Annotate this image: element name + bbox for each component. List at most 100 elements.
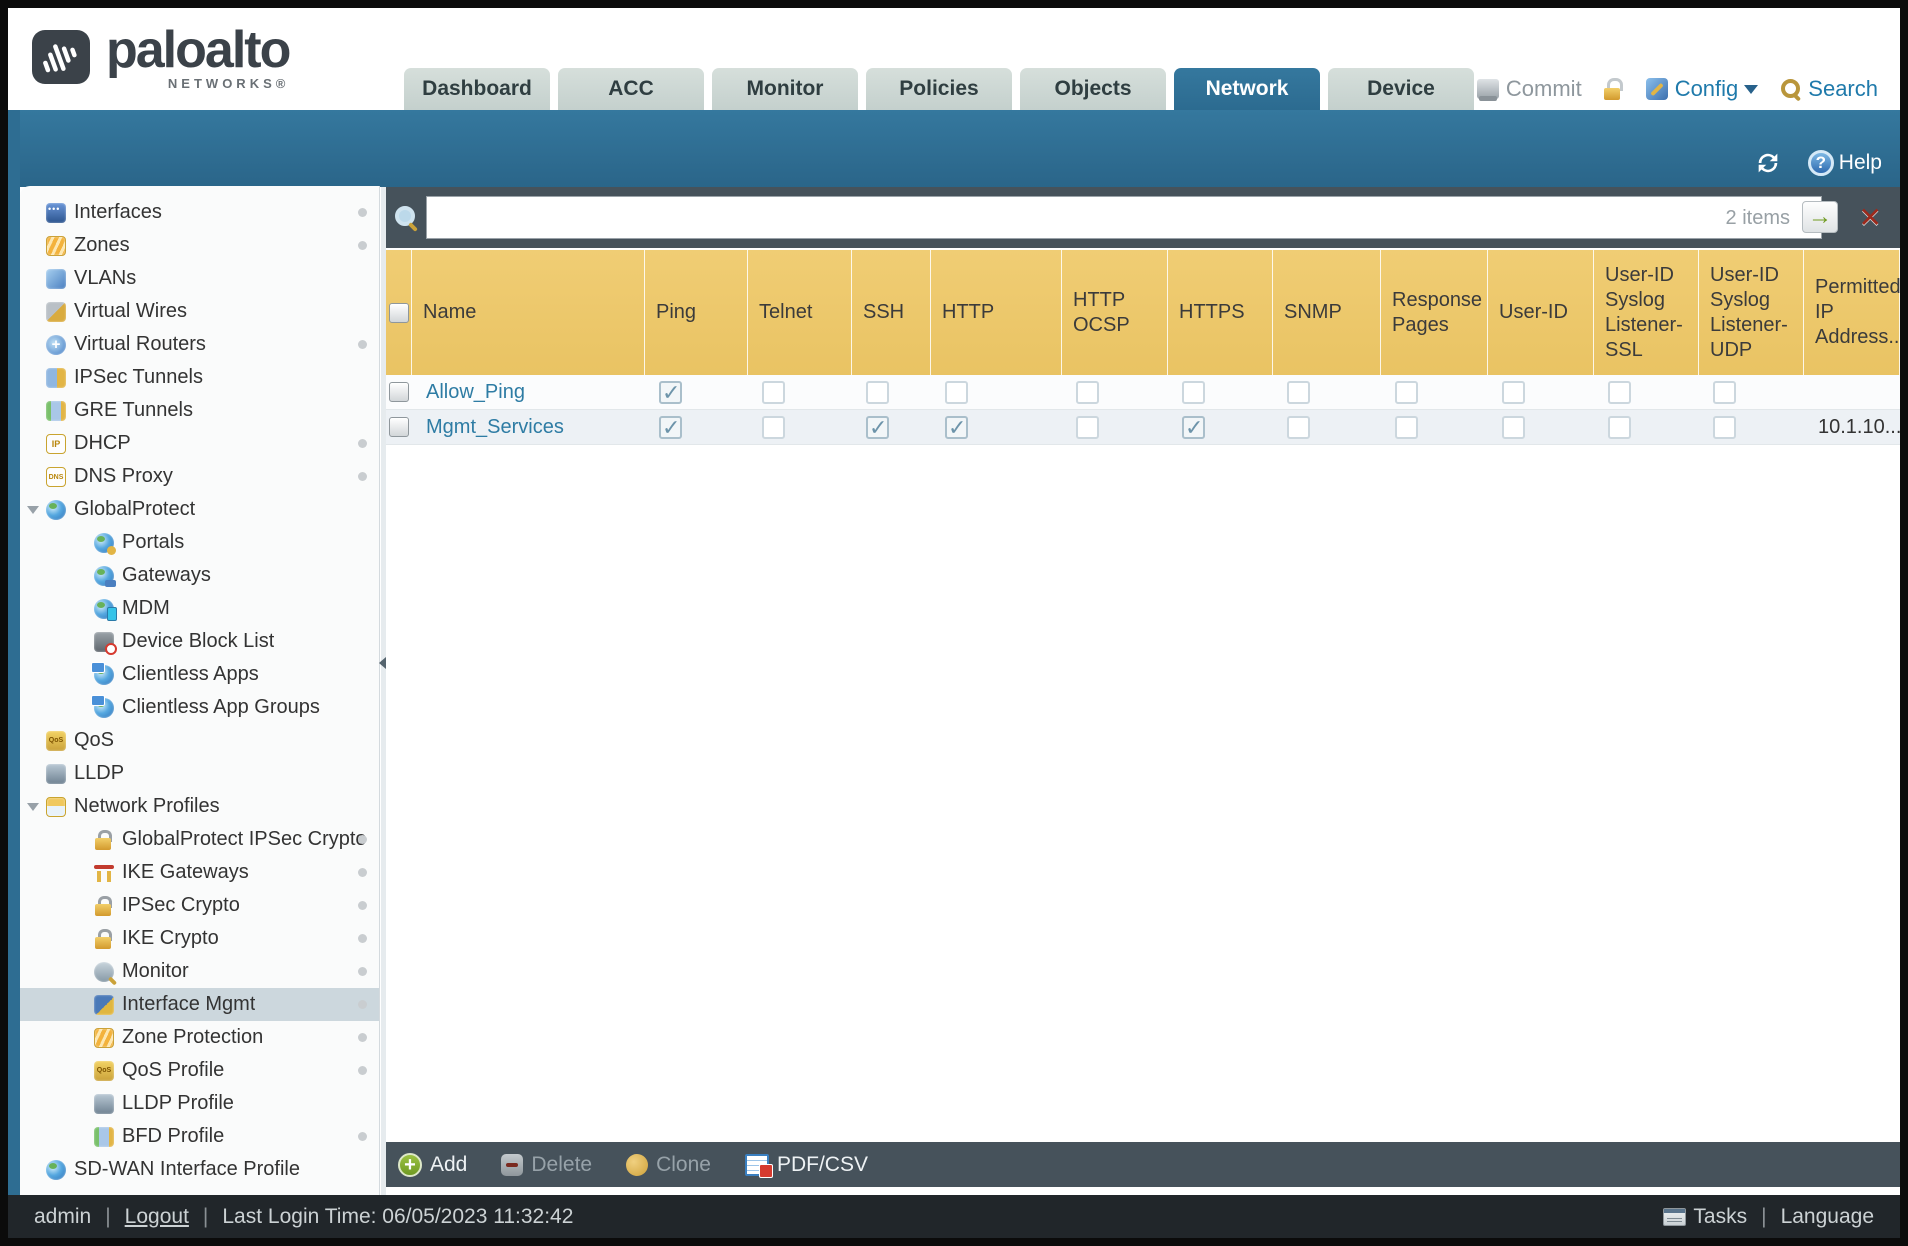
- sidebar-item-ipsec-tunnels[interactable]: IPSec Tunnels: [20, 361, 379, 394]
- column-header-telnet[interactable]: Telnet: [748, 250, 852, 375]
- tasks-icon[interactable]: [1663, 1207, 1687, 1226]
- cell-user_id: [1488, 375, 1594, 409]
- column-header-http[interactable]: HTTP: [931, 250, 1062, 375]
- sidebar-item-zone-protection[interactable]: Zone Protection: [20, 1021, 379, 1054]
- sidebar-item-globalprotect[interactable]: GlobalProtect: [20, 493, 379, 526]
- delete-button[interactable]: Delete: [501, 1153, 592, 1177]
- sidebar-item-clientless-app-groups[interactable]: Clientless App Groups: [20, 691, 379, 724]
- clear-filter-button[interactable]: ✕: [1858, 202, 1882, 233]
- help-button[interactable]: ? Help: [1807, 150, 1882, 176]
- tab-network[interactable]: Network: [1174, 68, 1320, 110]
- status-dot: [358, 835, 367, 844]
- sidebar-item-label: BFD Profile: [122, 1125, 225, 1147]
- sidebar-item-globalprotect-ipsec-crypto[interactable]: GlobalProtect IPSec Crypto: [20, 823, 379, 856]
- column-header-user_id_syslog_ssl[interactable]: User-ID Syslog Listener-SSL: [1594, 250, 1699, 375]
- search-button[interactable]: Search: [1808, 76, 1878, 101]
- add-button[interactable]: + Add: [398, 1152, 467, 1177]
- sidebar-item-gateways[interactable]: Gateways: [20, 559, 379, 592]
- cell-response_pages: [1381, 410, 1488, 444]
- filter-input[interactable]: [426, 196, 1822, 239]
- sidebar-item-label: Monitor: [122, 960, 189, 982]
- sidebar-item-portals[interactable]: Portals: [20, 526, 379, 559]
- sidebar-item-virtual-routers[interactable]: Virtual Routers: [20, 328, 379, 361]
- column-header-name[interactable]: Name: [412, 250, 645, 375]
- pdf-csv-button[interactable]: PDF/CSV: [744, 1153, 868, 1178]
- sidebar-item-bfd-profile[interactable]: BFD Profile: [20, 1120, 379, 1153]
- column-header-response_pages[interactable]: Response Pages: [1381, 250, 1488, 375]
- tab-objects[interactable]: Objects: [1020, 68, 1166, 110]
- clone-button[interactable]: Clone: [626, 1153, 711, 1177]
- sidebar-item-virtual-wires[interactable]: Virtual Wires: [20, 295, 379, 328]
- row-select-checkbox[interactable]: [389, 417, 409, 437]
- row-name-link[interactable]: Allow_Ping: [426, 380, 525, 403]
- sidebar-item-label: Virtual Routers: [74, 333, 206, 355]
- dhcp-icon: [46, 433, 66, 454]
- column-header-label: User-ID Syslog Listener-UDP: [1710, 263, 1788, 361]
- collapse-arrow-icon[interactable]: [379, 657, 386, 669]
- column-header-http_ocsp[interactable]: HTTP OCSP: [1062, 250, 1168, 375]
- expander-icon[interactable]: [27, 506, 39, 514]
- commit-icon[interactable]: [1476, 79, 1499, 101]
- logout-link[interactable]: Logout: [124, 1204, 189, 1228]
- sidebar-item-device-block-list[interactable]: Device Block List: [20, 625, 379, 658]
- column-header-user_id_syslog_udp[interactable]: User-ID Syslog Listener-UDP: [1699, 250, 1804, 375]
- tab-acc[interactable]: ACC: [558, 68, 704, 110]
- column-header-sel: [386, 250, 412, 375]
- chevron-down-icon[interactable]: [1744, 84, 1759, 94]
- sidebar-item-network-profiles[interactable]: Network Profiles: [20, 790, 379, 823]
- select-all-checkbox[interactable]: [388, 302, 409, 323]
- sidebar-item-clientless-apps[interactable]: Clientless Apps: [20, 658, 379, 691]
- tab-policies[interactable]: Policies: [866, 68, 1012, 110]
- tab-dashboard[interactable]: Dashboard: [404, 68, 550, 110]
- sidebar-item-lldp[interactable]: LLDP: [20, 757, 379, 790]
- sidebar-item-qos[interactable]: QoS: [20, 724, 379, 757]
- sidebar-item-gre-tunnels[interactable]: GRE Tunnels: [20, 394, 379, 427]
- sidebar-item-interface-mgmt[interactable]: Interface Mgmt: [20, 988, 379, 1021]
- tasks-link[interactable]: Tasks: [1693, 1204, 1748, 1228]
- config-button[interactable]: Config: [1674, 76, 1739, 101]
- search-icon[interactable]: [1780, 78, 1802, 100]
- sidebar-item-mdm[interactable]: MDM: [20, 592, 379, 625]
- apply-filter-button[interactable]: →: [1802, 201, 1838, 233]
- column-header-user_id[interactable]: User-ID: [1488, 250, 1594, 375]
- sidebar-item-vlans[interactable]: VLANs: [20, 262, 379, 295]
- column-header-permitted_ip[interactable]: Permitted IP Address...: [1804, 250, 1900, 375]
- sidebar-item-label: QoS: [74, 729, 115, 751]
- column-header-https[interactable]: HTTPS: [1168, 250, 1273, 375]
- sidebar-item-ipsec-crypto[interactable]: IPSec Crypto: [20, 889, 379, 922]
- header: paloalto NETWORKS® Dashboard ACC Monitor Po…: [8, 8, 1900, 110]
- sidebar-splitter[interactable]: [379, 187, 386, 1195]
- cell-user_id_syslog_udp: [1699, 410, 1804, 444]
- clientless-app-groups-icon: [91, 694, 114, 718]
- column-header-ping[interactable]: Ping: [645, 250, 748, 375]
- commit-button[interactable]: Commit: [1505, 76, 1582, 101]
- language-link[interactable]: Language: [1780, 1204, 1874, 1228]
- globalprotect-icon: [46, 499, 66, 520]
- expander-icon[interactable]: [27, 803, 39, 811]
- sidebar-item-ike-gateways[interactable]: IKE Gateways: [20, 856, 379, 889]
- sidebar-item-dhcp[interactable]: DHCP: [20, 427, 379, 460]
- row-name-link[interactable]: Mgmt_Services: [426, 415, 564, 438]
- config-icon[interactable]: [1645, 78, 1668, 100]
- sidebar-item-qos-profile[interactable]: QoS Profile: [20, 1054, 379, 1087]
- sidebar-item-lldp-profile[interactable]: LLDP Profile: [20, 1087, 379, 1120]
- column-header-snmp[interactable]: SNMP: [1273, 250, 1381, 375]
- refresh-icon[interactable]: [1754, 149, 1782, 177]
- sidebar-item-interfaces[interactable]: Interfaces: [20, 196, 379, 229]
- sidebar-item-label: Device Block List: [122, 630, 275, 652]
- tab-device[interactable]: Device: [1328, 68, 1474, 110]
- status-dot: [358, 967, 367, 976]
- sidebar-item-monitor[interactable]: Monitor: [20, 955, 379, 988]
- sidebar-item-zones[interactable]: Zones: [20, 229, 379, 262]
- lock-icon[interactable]: [1603, 78, 1623, 100]
- sidebar-item-ike-crypto[interactable]: IKE Crypto: [20, 922, 379, 955]
- sidebar-item-sd-wan-interface-profile[interactable]: SD-WAN Interface Profile: [20, 1153, 379, 1186]
- telnet-checkbox: [762, 415, 785, 439]
- tab-monitor[interactable]: Monitor: [712, 68, 858, 110]
- sidebar-item-dns-proxy[interactable]: DNS Proxy: [20, 460, 379, 493]
- row-select-checkbox[interactable]: [389, 382, 409, 402]
- table-row[interactable]: Allow_Ping: [386, 375, 1900, 410]
- virtual-wires-icon: [46, 301, 66, 322]
- table-row[interactable]: Mgmt_Services 10.1.10...: [386, 410, 1900, 445]
- column-header-ssh[interactable]: SSH: [852, 250, 931, 375]
